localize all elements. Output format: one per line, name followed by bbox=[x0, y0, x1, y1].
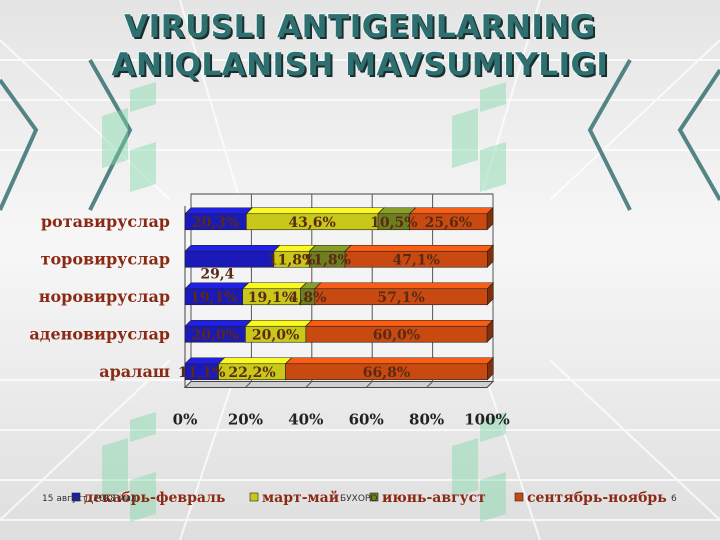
data-label: 22,2% bbox=[228, 365, 275, 381]
data-label: 19,1% bbox=[190, 290, 237, 306]
gridline-floor bbox=[305, 381, 313, 388]
bar-segment bbox=[305, 319, 494, 343]
data-label: 4,8% bbox=[289, 290, 327, 306]
legend-swatch bbox=[514, 492, 524, 502]
x-tick-label: 80% bbox=[409, 411, 444, 429]
legend-item: март-май bbox=[249, 489, 339, 506]
data-label: 11,1% bbox=[178, 365, 225, 381]
x-tick-label: 20% bbox=[228, 411, 263, 429]
data-label: 25,6% bbox=[425, 215, 472, 231]
category-label: аденовируслар bbox=[29, 324, 170, 343]
legend-label: сентябрь-ноябрь bbox=[527, 490, 667, 506]
data-label: 20,0% bbox=[191, 327, 238, 343]
gridline-floor bbox=[245, 381, 252, 388]
x-tick-label: 40% bbox=[288, 411, 323, 429]
footer-date: 15 август, 2018 йил bbox=[42, 494, 137, 504]
bar-segment bbox=[377, 207, 417, 231]
category-label: норовируслар bbox=[39, 287, 170, 306]
title-line-1: VIRUSLI ANTIGENLARNING bbox=[124, 9, 596, 45]
data-label: 43,6% bbox=[288, 215, 335, 231]
data-label: 66,8% bbox=[363, 365, 410, 381]
bar-segment bbox=[344, 244, 495, 268]
data-label: 60,0% bbox=[373, 327, 420, 343]
gridline-floor bbox=[486, 381, 494, 388]
gridline-floor bbox=[184, 381, 192, 388]
x-tick-label: 100% bbox=[464, 411, 510, 429]
data-label: 20,3% bbox=[192, 215, 239, 231]
slide-title: VIRUSLI ANTIGENLARNING ANIQLANISH MAVSUM… bbox=[0, 8, 720, 84]
category-label: ротавируслар bbox=[41, 212, 170, 231]
legend-label: декабрь-февраль bbox=[84, 490, 225, 506]
data-label: 20,0% bbox=[252, 327, 299, 343]
gridline-floor bbox=[365, 381, 373, 388]
bar-segment bbox=[408, 207, 494, 231]
legend-swatch bbox=[369, 492, 379, 502]
footer-place: БУХОРО bbox=[340, 494, 378, 504]
legend-label: июнь-август bbox=[382, 490, 486, 506]
gridline-floor bbox=[426, 381, 433, 388]
data-label: 10,5% bbox=[370, 215, 417, 231]
data-label: 11,8% bbox=[304, 252, 351, 268]
bar-segment bbox=[184, 244, 281, 268]
plot-floor bbox=[183, 381, 495, 388]
x-tick-label: 0% bbox=[173, 411, 198, 429]
bar-segment bbox=[314, 282, 495, 306]
category-label: аралаш bbox=[99, 362, 170, 381]
title-line-2: ANIQLANISH MAVSUMIYLIGI bbox=[111, 47, 609, 83]
data-label: 29,4 bbox=[200, 266, 234, 282]
legend-item: июнь-август bbox=[369, 490, 486, 506]
bar-segment bbox=[245, 207, 385, 231]
legend-label: март-май bbox=[262, 489, 339, 506]
x-tick-label: 60% bbox=[349, 411, 384, 429]
category-label: торовируслар bbox=[41, 249, 170, 268]
data-label: 57,1% bbox=[377, 290, 424, 306]
bar-segment bbox=[284, 357, 495, 381]
legend-swatch bbox=[71, 492, 81, 502]
page-number: 6 bbox=[671, 494, 677, 504]
data-label: 19,1% bbox=[248, 290, 295, 306]
legend-item: декабрь-февраль bbox=[71, 490, 225, 506]
legend-item: сентябрь-ноябрь bbox=[514, 490, 667, 506]
data-label: 47,1% bbox=[392, 252, 439, 268]
legend-swatch bbox=[249, 492, 259, 502]
data-label: 11,8% bbox=[268, 252, 315, 268]
